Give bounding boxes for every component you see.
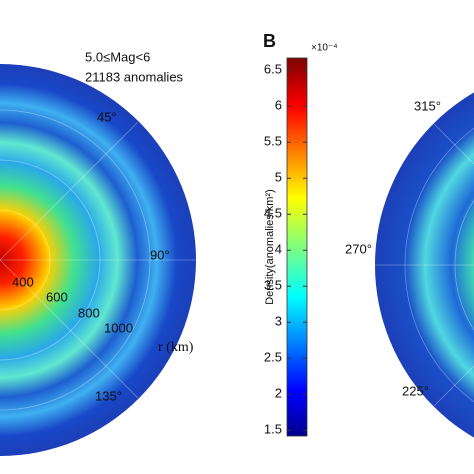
tick-label: 6 <box>275 98 282 113</box>
colorbar-multiplier: ×10⁻⁴ <box>311 43 338 54</box>
colorbar-label: Density(anomalies/km²) <box>264 189 276 305</box>
polar-grid <box>375 123 474 407</box>
legend-line: 21183 anomalies <box>85 69 184 84</box>
density-disk <box>375 92 474 438</box>
tick-label: 1.5 <box>264 422 282 437</box>
tick-label: 2.5 <box>264 350 282 365</box>
angle-label: 45° <box>97 109 117 124</box>
tick-label: 5 <box>275 170 282 185</box>
angle-label: 315° <box>414 98 441 113</box>
radius-label: 800 <box>78 305 100 320</box>
polar-plot-a: 5.0≤Mag<6 21183 anomalies 45° 90° 135° 4… <box>0 49 196 456</box>
angle-label: 270° <box>345 241 372 256</box>
angle-label: 135° <box>95 388 122 403</box>
angle-label: 225° <box>402 383 429 398</box>
polar-plot-b: 315° 270° 225° <box>345 92 474 438</box>
colorbar-scale <box>286 57 308 437</box>
density-disk <box>0 64 196 456</box>
tick-label: 2 <box>275 386 282 401</box>
tick-label: 3 <box>275 314 282 329</box>
tick-label: 5.5 <box>264 134 282 149</box>
tick-label: 3.5 <box>264 278 282 293</box>
angle-label: 90° <box>150 247 170 262</box>
polar-grid <box>0 109 196 411</box>
radius-axis-label: r (km) <box>158 340 194 355</box>
radius-label: 600 <box>46 289 68 304</box>
colorbar: ×10⁻⁴ Density(anomalies/km²) 1.5 2 2.5 3 3.5… <box>264 43 338 437</box>
legend-line: 5.0≤Mag<6 <box>85 49 150 64</box>
tick-label: 4 <box>275 242 282 257</box>
radius-label: 400 <box>12 274 34 289</box>
tick-label: 4.5 <box>264 206 282 221</box>
tick-label: 6.5 <box>264 62 282 77</box>
panel-label: B <box>263 31 276 51</box>
radius-label: 1000 <box>104 320 133 335</box>
